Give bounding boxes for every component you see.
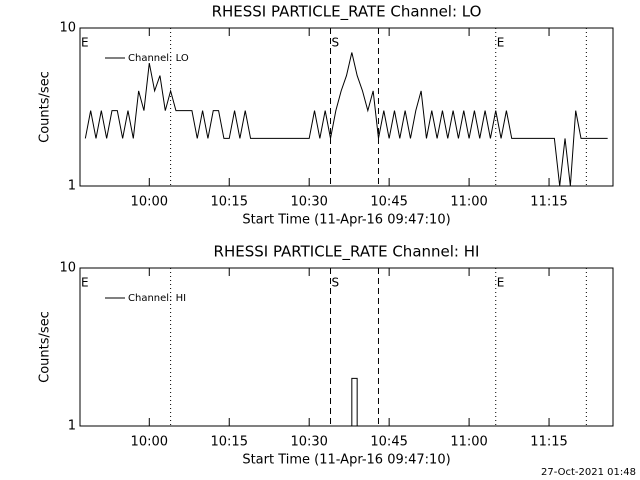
x-tick-label: 11:15 <box>530 195 567 210</box>
y-tick-label: 10 <box>59 261 76 276</box>
data-line <box>351 377 358 426</box>
x-tick-label: 10:45 <box>370 195 407 210</box>
chart-title: RHESSI PARTICLE_RATE Channel: LO <box>212 3 482 22</box>
x-tick-label: 11:00 <box>450 435 487 450</box>
y-tick-label: 1 <box>68 179 76 194</box>
x-tick-label: 10:00 <box>131 435 168 450</box>
y-axis-label: Counts/sec <box>38 71 53 143</box>
x-axis-label: Start Time (11-Apr-16 09:47:10) <box>242 453 450 468</box>
legend-label: Channel: LO <box>128 53 189 64</box>
plot-frame <box>79 27 614 187</box>
x-tick-label: 10:15 <box>211 435 248 450</box>
x-tick-label: 10:30 <box>290 435 327 450</box>
y-axis-label: Counts/sec <box>38 311 53 383</box>
y-tick-label: 10 <box>59 21 76 36</box>
event-flag: E <box>497 276 505 290</box>
x-tick-label: 10:15 <box>211 195 248 210</box>
x-tick-label: 11:00 <box>450 195 487 210</box>
plot-frame <box>79 267 614 427</box>
legend-label: Channel: HI <box>128 293 186 304</box>
chart-title: RHESSI PARTICLE_RATE Channel: HI <box>214 243 480 262</box>
x-tick-label: 11:15 <box>530 435 567 450</box>
event-flag: S <box>332 36 340 50</box>
y-tick-label: 1 <box>68 419 76 434</box>
footer: 27-Oct-2021 01:48 <box>541 467 636 478</box>
x-tick-label: 10:45 <box>370 435 407 450</box>
data-line <box>84 52 608 187</box>
x-axis-label: Start Time (11-Apr-16 09:47:10) <box>242 213 450 228</box>
x-tick-label: 10:30 <box>290 195 327 210</box>
x-tick-label: 10:00 <box>131 195 168 210</box>
event-flag: S <box>332 276 340 290</box>
event-flag: E <box>81 276 89 290</box>
event-flag: E <box>497 36 505 50</box>
event-flag: E <box>81 36 89 50</box>
